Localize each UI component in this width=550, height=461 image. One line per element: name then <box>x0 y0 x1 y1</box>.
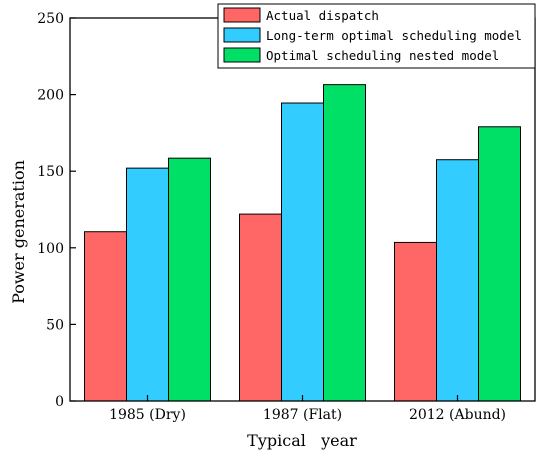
x-axis: 1985 (Dry) 1987 (Flat) 2012 (Abund) <box>109 395 506 423</box>
bar-3-1 <box>168 157 211 402</box>
legend-label: Actual dispatch <box>266 8 379 23</box>
bar-2-1 <box>126 167 169 402</box>
x-axis-title: Typical year <box>247 431 357 450</box>
y-tick-label: 200 <box>37 88 64 104</box>
legend-label: Long-term optimal scheduling model <box>266 28 522 43</box>
legend-swatch <box>223 7 261 23</box>
legend-box <box>217 3 536 69</box>
y-axis-title: Power generation <box>9 160 28 304</box>
bar-2-3 <box>436 159 479 402</box>
bars-group <box>84 84 521 402</box>
bar-3-2 <box>323 84 366 402</box>
legend: Actual dispatch Long-term optimal schedul… <box>217 3 536 69</box>
legend-swatch <box>223 47 261 63</box>
y-tick-label: 50 <box>46 317 64 333</box>
bar-3-3 <box>478 126 521 402</box>
bar-1-3 <box>394 241 437 402</box>
y-tick-label: 0 <box>55 394 64 410</box>
bar-1-2 <box>239 213 282 402</box>
legend-label: Optimal scheduling nested model <box>266 48 499 63</box>
y-tick-label: 150 <box>37 164 64 180</box>
bar-2-2 <box>281 102 324 402</box>
y-tick-label: 250 <box>37 11 64 27</box>
x-tick-label: 1985 (Dry) <box>109 407 186 423</box>
x-tick-label: 1987 (Flat) <box>263 407 342 423</box>
y-tick-label: 100 <box>37 241 64 257</box>
x-tick-label: 2012 (Abund) <box>409 407 506 423</box>
bar-1-1 <box>84 231 127 402</box>
legend-swatch <box>223 27 261 43</box>
